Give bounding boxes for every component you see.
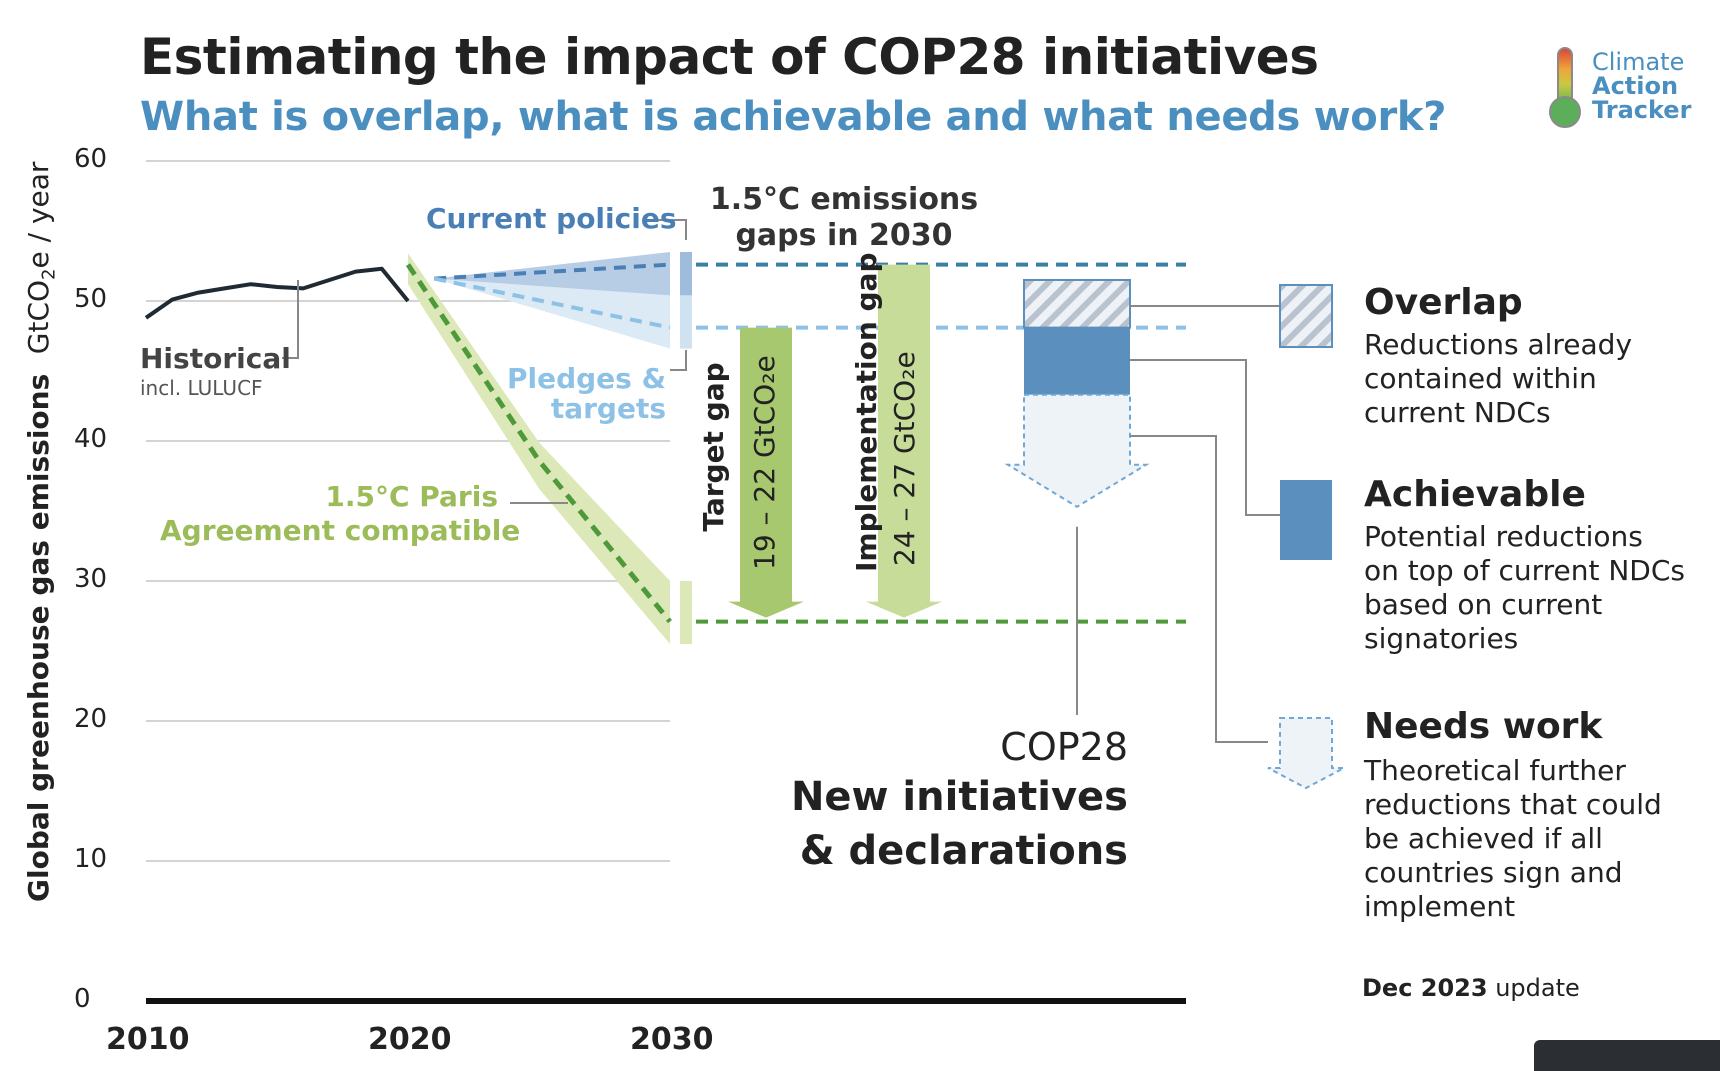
current-policies-range-marker bbox=[680, 252, 692, 296]
logo-line-2: Action bbox=[1592, 72, 1679, 100]
update-date: Dec 2023 bbox=[1362, 974, 1488, 1002]
pledges-line bbox=[433, 276, 671, 330]
legend-needs-work-desc: Theoretical further reductions that coul… bbox=[1364, 754, 1714, 924]
achievable-segment bbox=[1024, 327, 1130, 395]
paris-range-marker bbox=[680, 581, 692, 644]
legend-needs-work-title: Needs work bbox=[1364, 706, 1603, 747]
y-tick-label: 30 bbox=[74, 564, 108, 594]
cop28-label-line1: COP28 bbox=[1000, 725, 1128, 769]
needs-work-connector bbox=[1130, 435, 1268, 743]
legend-needs-work-line: implement bbox=[1364, 890, 1516, 923]
legend-achievable-swatch bbox=[1280, 480, 1332, 560]
overlap-segment bbox=[1023, 279, 1131, 329]
legend-achievable-line: on top of current NDCs bbox=[1364, 554, 1686, 587]
legend-overlap-line: current NDCs bbox=[1364, 396, 1551, 429]
implementation-gap-range: 24 – 27 GtCO₂e bbox=[888, 351, 921, 566]
current-policies-band bbox=[434, 252, 670, 296]
target-gap-arrow bbox=[728, 327, 804, 618]
video-control-corner bbox=[1534, 1040, 1720, 1071]
update-footnote: Dec 2023 update bbox=[1362, 974, 1580, 1002]
update-text: update bbox=[1487, 974, 1580, 1002]
legend-overlap-line: contained within bbox=[1364, 362, 1597, 395]
gaps-title-line1: 1.5°C emissions bbox=[709, 182, 979, 217]
y-tick-label: 40 bbox=[74, 424, 108, 454]
legend-achievable-desc: Potential reductions on top of current N… bbox=[1364, 520, 1714, 656]
y-tick-label: 60 bbox=[74, 144, 108, 174]
logo-line-3: Tracker bbox=[1592, 96, 1692, 124]
x-tick-label: 2020 bbox=[368, 1022, 452, 1057]
legend-overlap-title: Overlap bbox=[1364, 282, 1523, 323]
chart-title: Estimating the impact of COP28 initiativ… bbox=[140, 28, 1319, 86]
chart-subtitle: What is overlap, what is achievable and … bbox=[140, 94, 1447, 140]
legend-needs-work-swatch bbox=[1267, 717, 1345, 790]
pledges-range-marker bbox=[680, 295, 692, 349]
legend-overlap-line: Reductions already bbox=[1364, 328, 1633, 361]
implementation-gap-label: Implementation gap bbox=[850, 252, 883, 572]
cop28-label-line2: New initiatives bbox=[790, 774, 1128, 820]
legend-achievable-line: Potential reductions bbox=[1364, 520, 1643, 553]
thermometer-icon bbox=[1549, 47, 1581, 128]
legend-overlap-desc: Reductions already contained within curr… bbox=[1364, 328, 1714, 430]
y-tick-label: 10 bbox=[74, 844, 108, 874]
achievable-connector bbox=[1130, 359, 1280, 516]
cop28-label-line3: & declarations bbox=[799, 828, 1128, 874]
pledges-label-line2: targets bbox=[550, 392, 666, 425]
paris-label-line1: 1.5°C Paris bbox=[325, 480, 498, 513]
y-tick-label: 50 bbox=[74, 284, 108, 314]
paris-label-line2: Agreement compatible bbox=[160, 514, 521, 547]
legend-overlap-swatch bbox=[1279, 284, 1333, 348]
legend-needs-work-line: Theoretical further bbox=[1364, 754, 1626, 787]
target-gap-range: 19 – 22 GtCO₂e bbox=[748, 355, 781, 570]
pledges-connector bbox=[670, 350, 687, 371]
legend-needs-work-line: countries sign and bbox=[1364, 856, 1623, 889]
legend-achievable-line: signatories bbox=[1364, 622, 1519, 655]
current-policies-label: Current policies bbox=[426, 202, 677, 235]
cop28-label: COP28 New initiatives & declarations bbox=[780, 724, 1128, 878]
historical-connector bbox=[282, 280, 299, 359]
historical-label: Historical bbox=[140, 342, 291, 375]
target-gap-label: Target gap bbox=[697, 362, 730, 532]
needs-work-segment bbox=[1004, 393, 1150, 508]
paris-band bbox=[408, 253, 670, 644]
logo-line-1: Climate bbox=[1592, 48, 1685, 76]
y-tick-label: 20 bbox=[74, 704, 108, 734]
implementation-gap-arrow bbox=[866, 264, 942, 618]
historical-line bbox=[144, 266, 410, 320]
pledges-band bbox=[434, 278, 670, 349]
legend-achievable-title: Achievable bbox=[1364, 474, 1586, 515]
gaps-title-line2: gaps in 2030 bbox=[735, 218, 953, 253]
y-tick-label: 0 bbox=[74, 984, 91, 1014]
x-tick-label: 2010 bbox=[106, 1022, 190, 1057]
x-tick-label: 2030 bbox=[630, 1022, 714, 1057]
climate-action-tracker-logo: Climate Action Tracker bbox=[1546, 44, 1716, 134]
legend-needs-work-line: reductions that could bbox=[1364, 788, 1662, 821]
legend-achievable-line: based on current bbox=[1364, 588, 1603, 621]
legend-needs-work-line: be achieved if all bbox=[1364, 822, 1603, 855]
pledges-label-line1: Pledges & bbox=[506, 362, 666, 395]
current-policies-connector bbox=[652, 219, 687, 240]
historical-sublabel: incl. LULUCF bbox=[140, 376, 263, 400]
